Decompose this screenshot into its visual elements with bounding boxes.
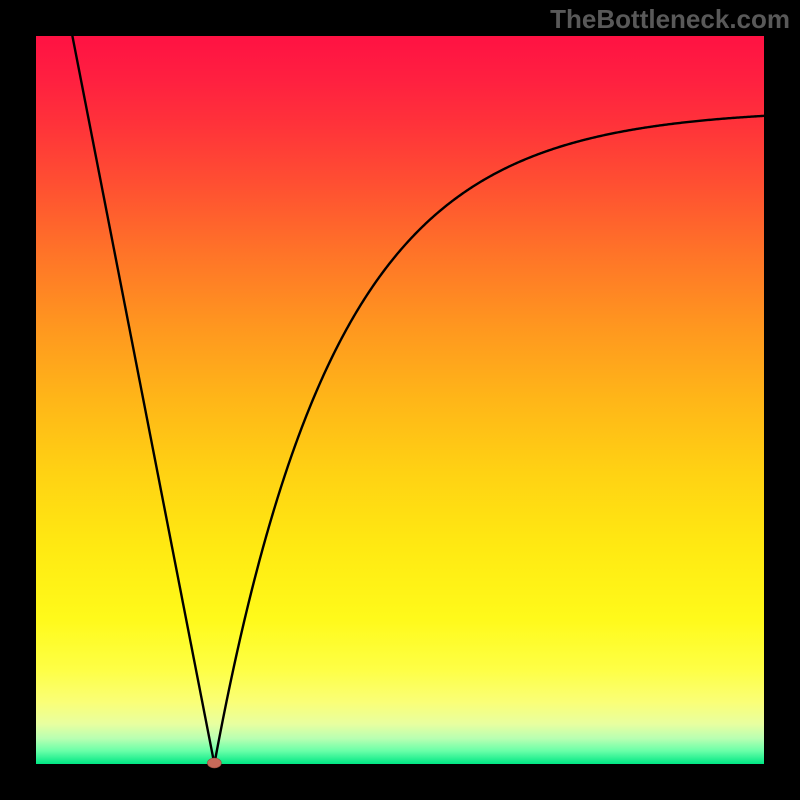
- plot-area: [36, 36, 764, 764]
- gradient-background: [36, 36, 764, 764]
- chart-canvas: TheBottleneck.com: [0, 0, 800, 800]
- minimum-marker: [207, 758, 221, 768]
- plot-svg: [36, 36, 764, 764]
- watermark-text: TheBottleneck.com: [550, 4, 790, 35]
